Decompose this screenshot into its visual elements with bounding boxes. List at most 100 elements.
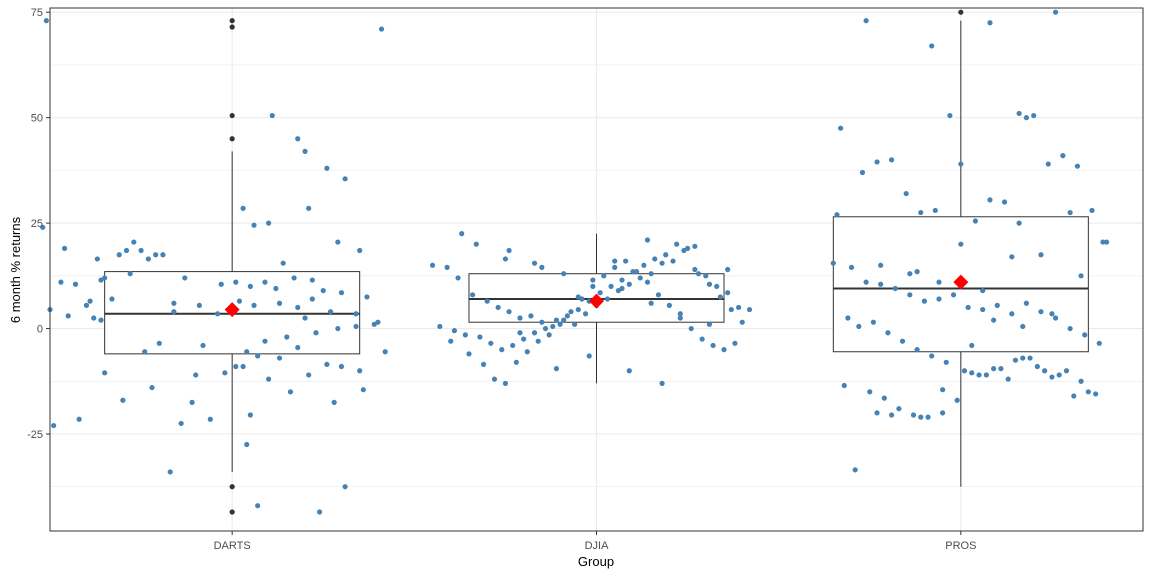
data-point bbox=[677, 311, 683, 317]
data-point bbox=[958, 161, 964, 167]
data-point bbox=[947, 112, 953, 119]
data-point bbox=[207, 416, 213, 422]
data-point bbox=[553, 317, 560, 323]
data-point bbox=[546, 332, 552, 338]
y-axis: -25 0 25 50 75 bbox=[27, 7, 50, 441]
data-point bbox=[695, 271, 702, 277]
data-point bbox=[644, 237, 651, 243]
data-point bbox=[1056, 372, 1062, 378]
outlier-point bbox=[229, 484, 235, 490]
data-point bbox=[123, 247, 130, 254]
data-point bbox=[531, 260, 538, 266]
data-point bbox=[65, 313, 71, 319]
data-point bbox=[889, 412, 895, 418]
data-point bbox=[167, 469, 173, 475]
data-point bbox=[969, 342, 975, 349]
data-point bbox=[980, 306, 986, 313]
data-point bbox=[670, 258, 676, 264]
data-point bbox=[94, 256, 100, 262]
outlier-point bbox=[229, 18, 235, 24]
means-layer bbox=[224, 274, 969, 318]
x-axis-title: Group bbox=[578, 554, 614, 569]
data-point bbox=[266, 220, 272, 226]
data-point bbox=[878, 281, 884, 287]
data-point bbox=[1005, 376, 1011, 382]
data-point bbox=[240, 363, 246, 370]
outlier-point bbox=[229, 136, 235, 142]
data-point bbox=[1078, 273, 1084, 279]
data-point bbox=[601, 273, 607, 279]
data-point bbox=[276, 300, 283, 306]
data-point bbox=[1031, 112, 1037, 119]
data-point bbox=[506, 309, 512, 315]
data-point bbox=[437, 323, 443, 330]
data-point bbox=[149, 384, 155, 391]
data-point bbox=[626, 368, 632, 374]
data-point bbox=[706, 281, 713, 287]
data-point bbox=[251, 302, 257, 308]
data-point bbox=[969, 370, 975, 376]
data-point bbox=[703, 273, 709, 279]
data-point bbox=[1016, 220, 1022, 226]
data-point bbox=[950, 292, 957, 298]
data-point bbox=[932, 207, 938, 214]
outlier-point bbox=[229, 24, 235, 30]
data-point bbox=[659, 260, 665, 266]
data-point bbox=[732, 340, 738, 346]
y-tick-label: 0 bbox=[37, 324, 43, 336]
data-point bbox=[991, 366, 997, 372]
data-point bbox=[138, 247, 144, 254]
data-point bbox=[568, 309, 574, 315]
data-point bbox=[936, 279, 942, 285]
data-point bbox=[280, 260, 286, 266]
data-point bbox=[652, 256, 658, 262]
data-point bbox=[236, 298, 243, 304]
data-point bbox=[120, 397, 126, 403]
data-point bbox=[918, 414, 924, 420]
data-point bbox=[131, 239, 137, 245]
data-point bbox=[830, 260, 836, 266]
data-point bbox=[51, 422, 57, 429]
data-point bbox=[160, 252, 166, 258]
data-point bbox=[564, 313, 570, 319]
data-point bbox=[561, 317, 567, 323]
data-point bbox=[488, 340, 494, 346]
data-point bbox=[914, 269, 920, 275]
data-point bbox=[1078, 378, 1084, 384]
data-point bbox=[335, 239, 341, 245]
data-point bbox=[633, 269, 640, 275]
data-point bbox=[353, 311, 359, 317]
data-point bbox=[666, 302, 672, 308]
data-point bbox=[699, 336, 705, 342]
data-point bbox=[1049, 374, 1055, 380]
data-point bbox=[878, 262, 884, 268]
data-point bbox=[429, 262, 436, 268]
data-point bbox=[1082, 332, 1088, 338]
data-point bbox=[214, 311, 221, 317]
data-point bbox=[852, 467, 858, 473]
data-point bbox=[1052, 315, 1059, 321]
data-point bbox=[233, 363, 239, 370]
data-point bbox=[142, 349, 148, 355]
data-point bbox=[255, 353, 261, 359]
data-point bbox=[309, 296, 315, 302]
data-point bbox=[284, 334, 290, 340]
data-point bbox=[874, 410, 880, 416]
data-point bbox=[247, 412, 253, 418]
data-point bbox=[531, 330, 538, 336]
data-point bbox=[517, 330, 523, 336]
data-point bbox=[327, 309, 334, 315]
data-point bbox=[612, 264, 618, 270]
data-point bbox=[637, 275, 643, 281]
data-point bbox=[83, 302, 90, 308]
data-point bbox=[721, 347, 727, 353]
box-pros bbox=[832, 9, 1089, 487]
data-point bbox=[987, 197, 993, 203]
data-point bbox=[109, 296, 115, 302]
data-point bbox=[182, 275, 188, 281]
data-point bbox=[1042, 368, 1048, 374]
data-point bbox=[972, 218, 979, 224]
data-point bbox=[623, 258, 629, 264]
data-point bbox=[262, 338, 268, 344]
